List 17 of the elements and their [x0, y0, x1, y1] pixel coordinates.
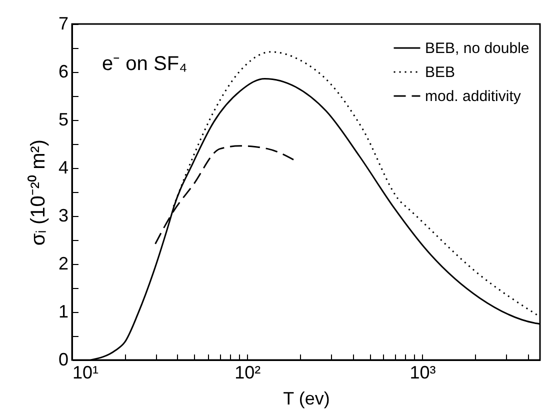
- x-tick-label: 10²: [234, 362, 261, 382]
- legend-label: BEB: [425, 64, 456, 81]
- x-tick-label: 10³: [410, 362, 436, 382]
- y-axis-title: σᵢ (10⁻²⁰ m²): [26, 139, 50, 246]
- y-tick-label: 7: [58, 14, 68, 34]
- y-tick-label: 0: [58, 350, 68, 370]
- y-tick-label: 4: [58, 158, 68, 178]
- y-tick-label: 6: [58, 62, 68, 82]
- y-tick-label: 3: [58, 206, 68, 226]
- legend-label: mod. additivity: [425, 88, 522, 105]
- y-tick-label: 2: [58, 254, 68, 274]
- legend-label: BEB, no double: [425, 40, 530, 57]
- x-axis-title: T (ev): [283, 388, 330, 408]
- annotation: e⁻ on SF₄: [102, 53, 188, 75]
- y-tick-label: 1: [58, 302, 68, 322]
- x-tick-label: 10¹: [72, 362, 99, 382]
- y-tick-label: 5: [58, 110, 68, 130]
